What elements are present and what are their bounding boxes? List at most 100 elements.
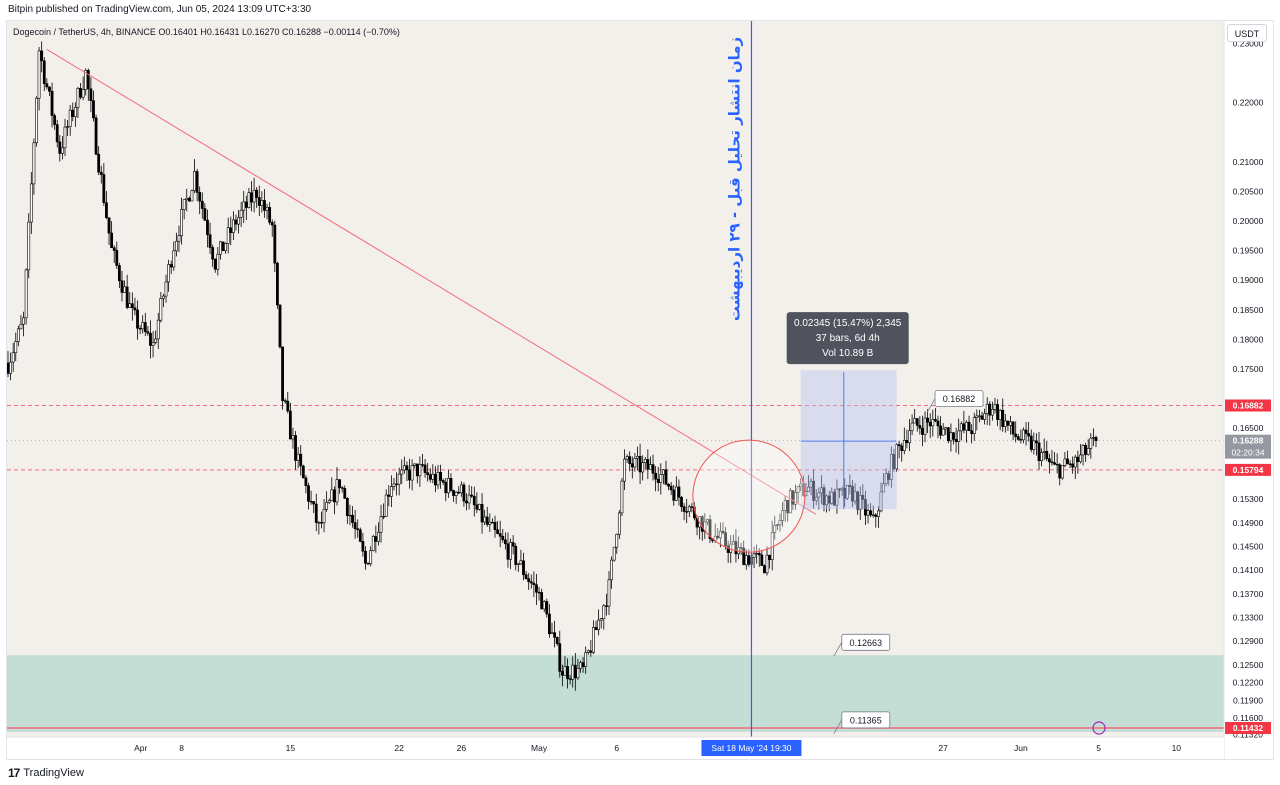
candle-body	[933, 419, 937, 422]
publisher-line: Bitpin published on TradingView.com, Jun…	[0, 0, 1280, 20]
candle-body	[700, 516, 704, 532]
candle-body	[136, 309, 139, 329]
candle-body	[224, 243, 228, 252]
candle-body	[739, 547, 743, 549]
candle-body	[659, 474, 663, 483]
candle-body	[1029, 435, 1033, 450]
candle-body	[198, 192, 202, 202]
candle-body	[125, 286, 129, 308]
time-tick-label: 26	[457, 743, 467, 753]
candle-body	[1001, 409, 1005, 427]
price-axis-bg	[1224, 21, 1273, 759]
price-axis: 0.23000 0.22000 0.21000 0.20500 0.20000 0.195…	[1223, 21, 1273, 759]
candle-body	[511, 542, 515, 547]
candle-body	[320, 522, 323, 524]
candle-body	[858, 494, 862, 510]
candle-body	[130, 303, 134, 309]
candle-body	[351, 514, 354, 523]
candle-body	[493, 522, 497, 531]
candle-body	[690, 506, 694, 508]
candle-body	[770, 532, 774, 560]
candle-body	[558, 643, 562, 672]
candle-body	[382, 516, 386, 518]
candle-body	[978, 415, 981, 417]
candle-body	[470, 494, 474, 497]
candle-body	[529, 581, 533, 584]
candle-body	[664, 469, 668, 485]
candle-body	[14, 341, 18, 354]
candle-body	[765, 554, 769, 574]
candle-body	[1037, 442, 1041, 462]
candle-body	[177, 235, 181, 242]
candle-body	[86, 70, 90, 90]
candle-body	[268, 207, 272, 223]
candle-body	[335, 479, 339, 503]
candle-body	[864, 499, 867, 516]
horizontal-levels-layer	[7, 405, 1224, 729]
candle-body	[667, 483, 670, 487]
candle-body	[286, 400, 290, 412]
candle-body	[42, 60, 46, 84]
candle-body	[11, 352, 15, 363]
price-tick-label: 0.23000	[1233, 38, 1264, 48]
price-level-tag-label: 0.16288	[1233, 436, 1264, 446]
price-tick-label: 0.17500	[1233, 364, 1264, 374]
price-tick-label: 0.11320	[1233, 730, 1263, 740]
candle-body	[146, 331, 150, 334]
candle-body	[734, 541, 738, 555]
candle-body	[516, 563, 520, 565]
candle-body	[338, 479, 341, 488]
candle-body	[1050, 461, 1054, 464]
callout-pointer	[833, 719, 843, 735]
candle-body	[364, 550, 367, 564]
callout-label: 0.11365	[850, 715, 882, 725]
callout-box	[934, 390, 984, 407]
candle-body	[325, 502, 329, 510]
candle-body	[154, 338, 158, 343]
candle-body	[40, 50, 44, 62]
candle-body	[343, 488, 347, 499]
candle-body	[200, 200, 204, 209]
candle-body	[53, 115, 57, 125]
candle-body	[314, 503, 318, 523]
candle-body	[706, 519, 709, 523]
candle-body	[566, 666, 569, 680]
candle-body	[796, 486, 800, 493]
candle-body	[900, 445, 904, 452]
candle-body	[597, 619, 601, 631]
candle-body	[7, 362, 10, 374]
candle-body	[366, 562, 370, 565]
candle-body	[620, 480, 624, 514]
candle-body	[213, 258, 217, 270]
candle-body	[1053, 462, 1056, 465]
candle-body	[397, 473, 401, 485]
candle-body	[415, 463, 419, 477]
candle-body	[221, 241, 225, 252]
candle-body	[301, 465, 305, 479]
candle-body	[117, 265, 121, 282]
plot-area[interactable]	[7, 21, 1224, 737]
candle-body	[820, 487, 823, 494]
candle-body	[716, 535, 720, 539]
candle-body	[1058, 464, 1062, 479]
candle-body	[729, 543, 733, 553]
candle-body	[159, 298, 163, 321]
candle-body	[174, 240, 178, 252]
currency-button[interactable]: USDT	[1227, 24, 1267, 42]
candle-body	[646, 459, 650, 470]
price-chart[interactable]: زمان انتشار تحلیل قبل - ۲۹ اردیبهشت 0.023…	[7, 21, 1273, 759]
candle-body	[402, 465, 406, 471]
candle-body	[615, 533, 619, 548]
candle-body	[454, 491, 458, 496]
candle-body	[524, 574, 528, 579]
candle-body	[488, 521, 492, 525]
candle-body	[105, 202, 108, 218]
price-tick-label: 0.11900	[1233, 695, 1263, 705]
candle-body	[871, 514, 875, 516]
candle-body	[1081, 445, 1085, 456]
price-tick-label: 0.22000	[1233, 98, 1264, 108]
candle-body	[208, 234, 212, 248]
candle-body	[478, 503, 481, 510]
candle-body	[807, 486, 810, 492]
candle-body	[892, 454, 896, 470]
